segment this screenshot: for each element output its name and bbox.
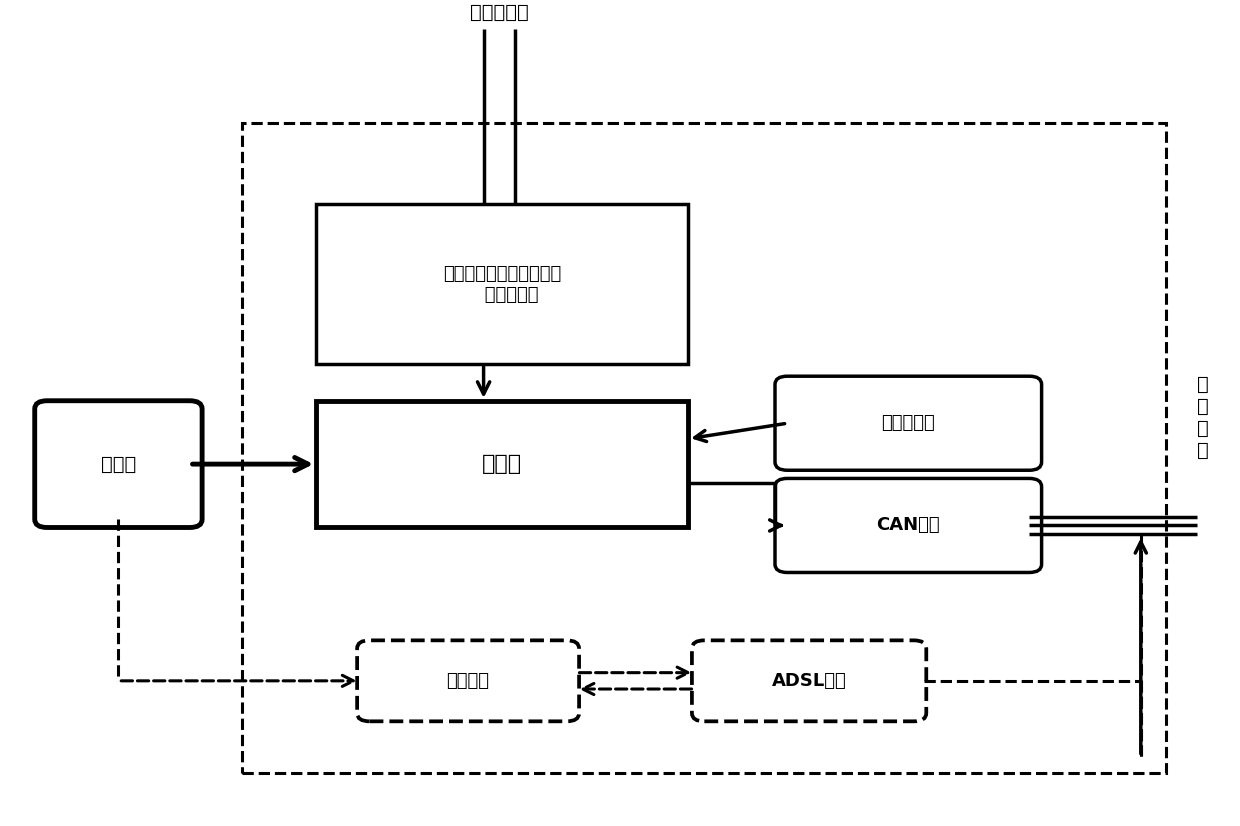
Text: 传感器接口: 传感器接口 xyxy=(470,3,528,22)
Text: 视频采集: 视频采集 xyxy=(446,672,490,690)
FancyBboxPatch shape xyxy=(316,401,688,528)
Text: 电流、电压采集电路、油
   位采集电路: 电流、电压采集电路、油 位采集电路 xyxy=(443,265,562,304)
Text: ADSL模式: ADSL模式 xyxy=(771,672,847,690)
FancyBboxPatch shape xyxy=(357,640,579,721)
FancyBboxPatch shape xyxy=(775,478,1042,572)
FancyBboxPatch shape xyxy=(316,205,688,364)
Text: CAN模式: CAN模式 xyxy=(877,516,940,534)
Text: 摄像头: 摄像头 xyxy=(100,454,136,473)
FancyBboxPatch shape xyxy=(35,401,202,528)
Text: 温湿度检测: 温湿度检测 xyxy=(882,414,935,432)
Text: 通
信
总
线: 通 信 总 线 xyxy=(1197,375,1209,459)
FancyBboxPatch shape xyxy=(775,376,1042,470)
FancyBboxPatch shape xyxy=(692,640,926,721)
Text: 采集器: 采集器 xyxy=(482,454,522,474)
